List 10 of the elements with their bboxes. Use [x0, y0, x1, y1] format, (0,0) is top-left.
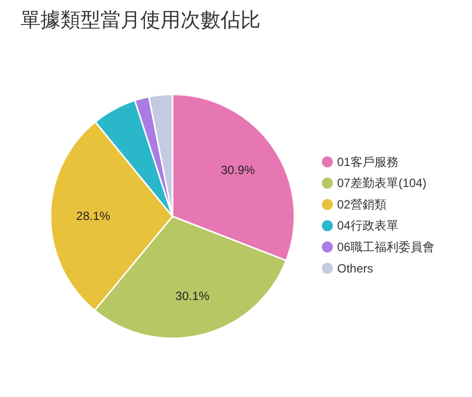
legend-label: Others [337, 261, 374, 276]
legend-label: 04行政表單 [337, 218, 398, 233]
legend-label: 01客戶服務 [337, 154, 398, 169]
legend-label: 02營銷類 [337, 197, 386, 212]
chart-title: 單據類型當月使用次數佔比 [20, 8, 260, 32]
legend-label: 06職工福利委員會 [337, 240, 434, 254]
data-label: 30.9% [220, 162, 256, 177]
data-label: 30.1% [175, 289, 210, 304]
data-label: 28.1% [76, 209, 111, 224]
legend-label: 07差勤表單(104) [337, 176, 426, 190]
